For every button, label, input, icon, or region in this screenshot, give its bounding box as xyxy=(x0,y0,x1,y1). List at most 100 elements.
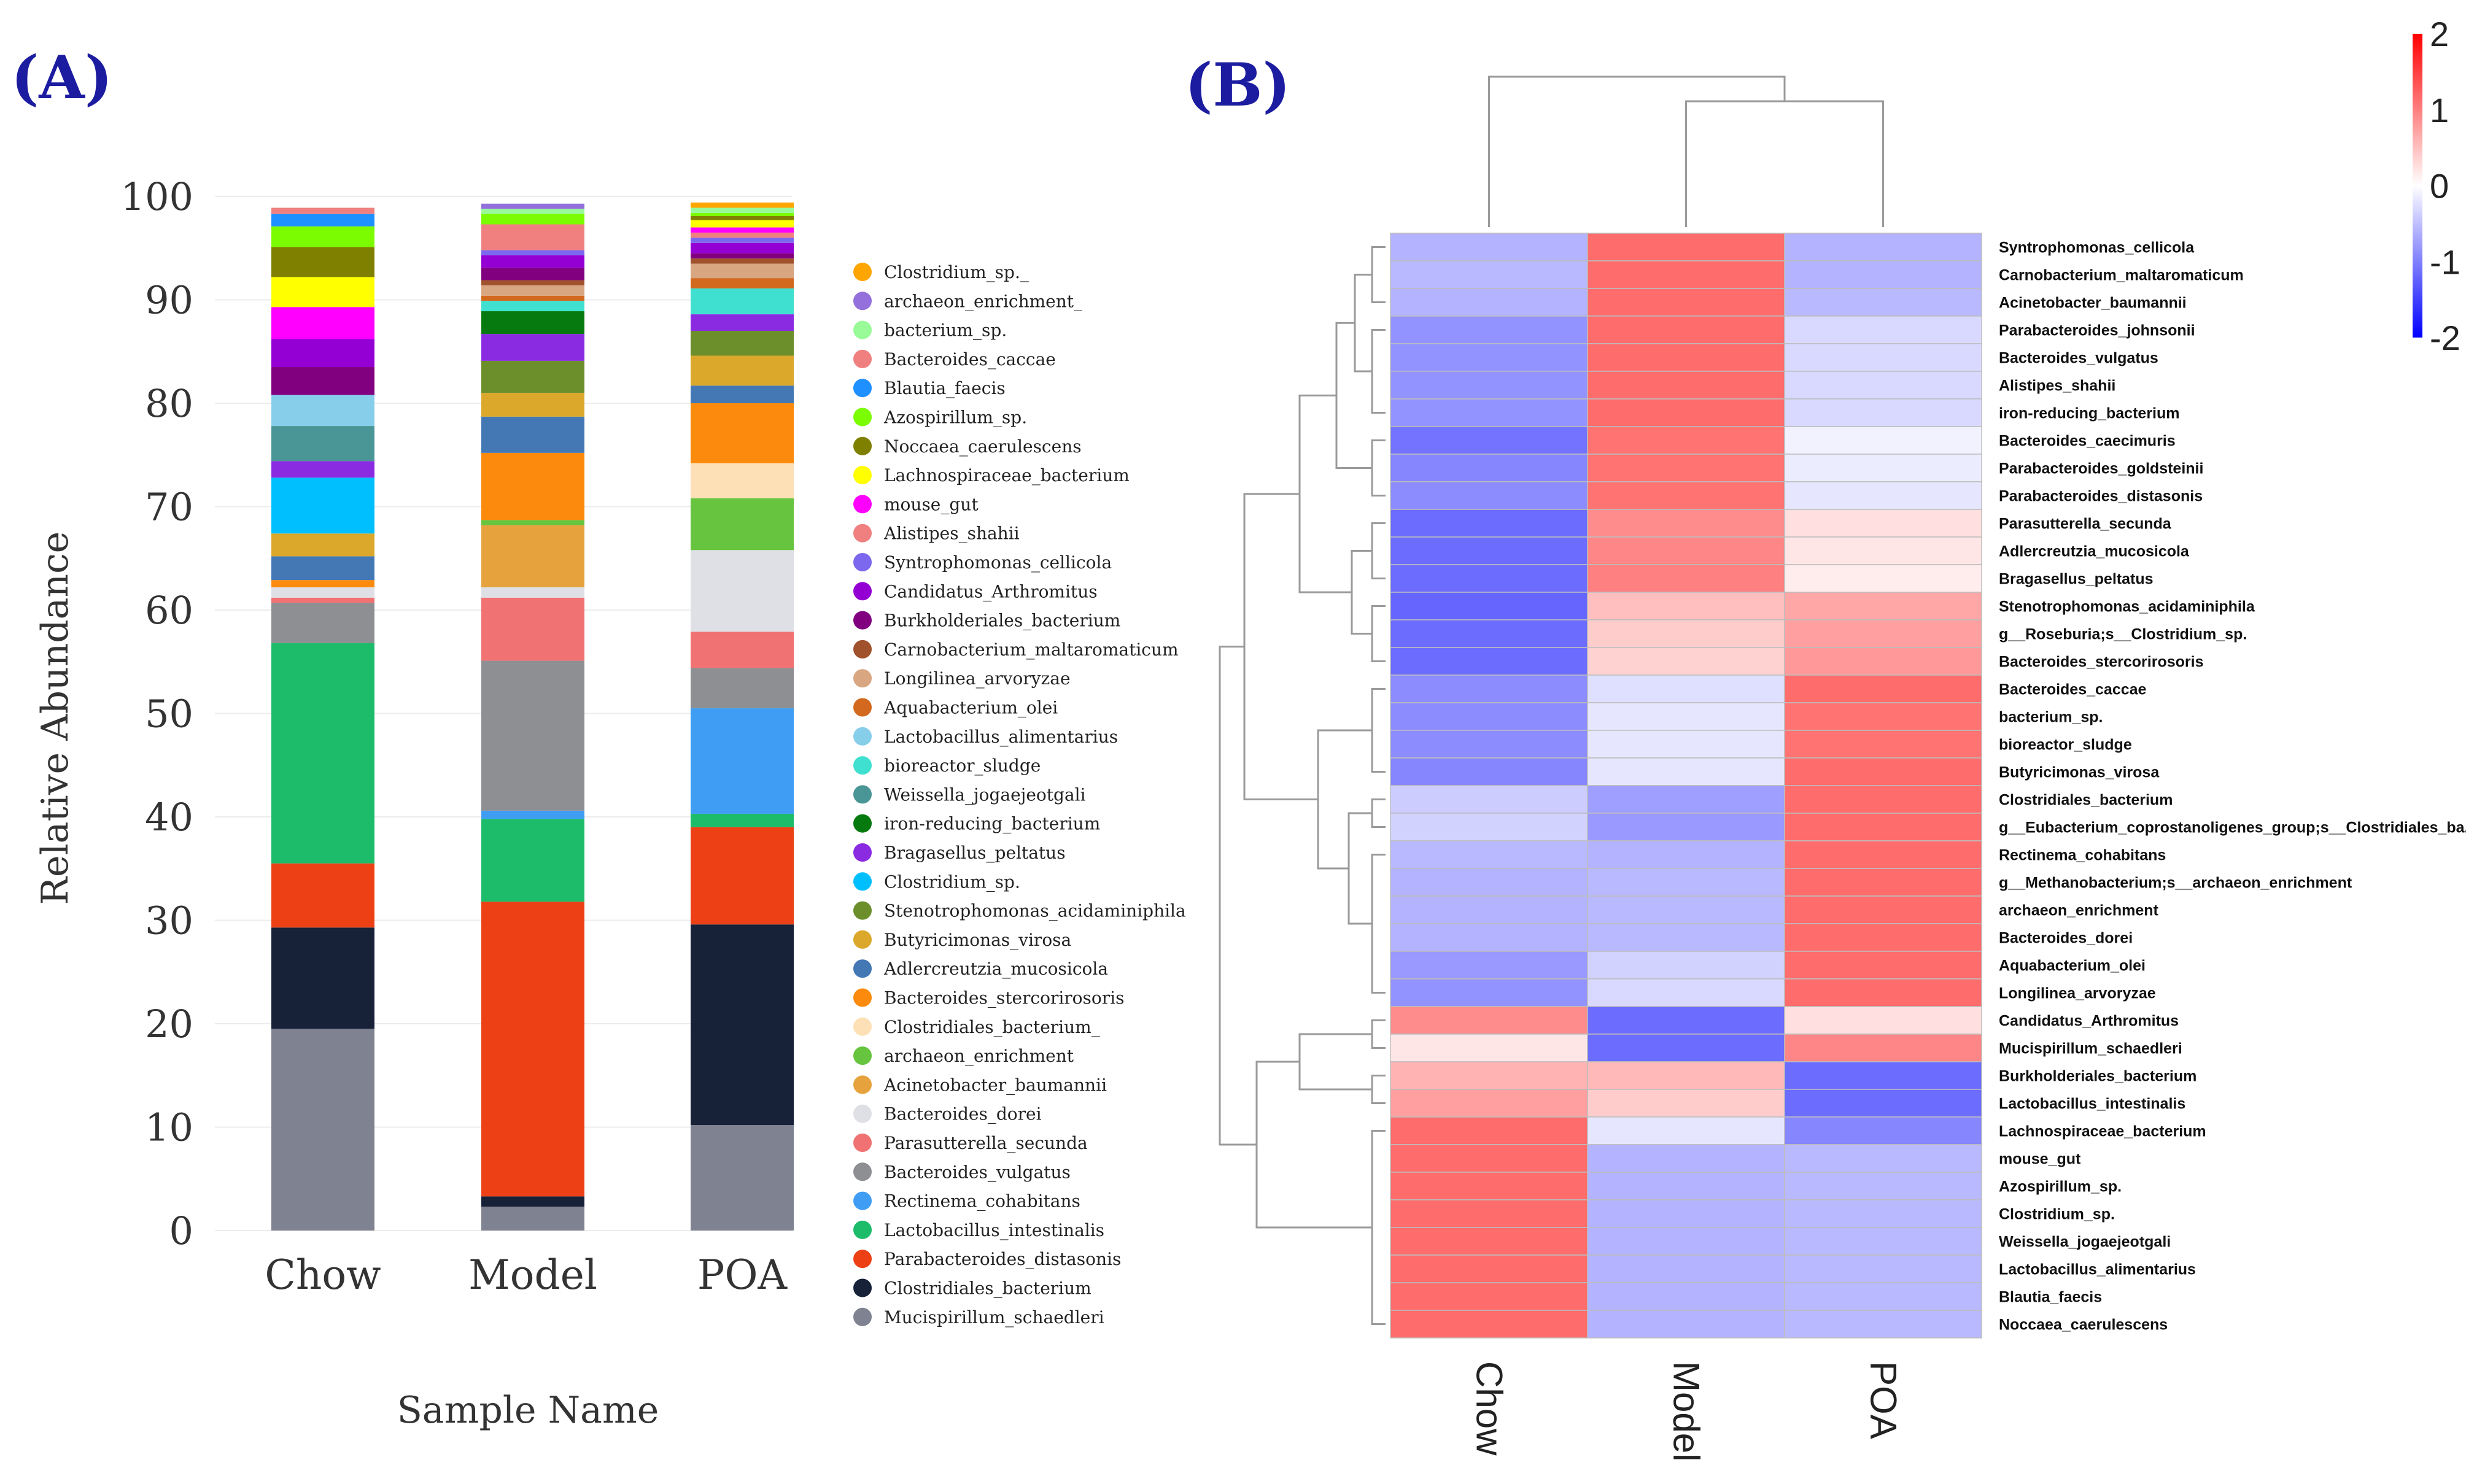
y-tick-label: 10 xyxy=(145,1105,193,1150)
heatmap-cell xyxy=(1784,1116,1982,1145)
legend-label: Bragasellus_peltatus xyxy=(884,843,1066,863)
heatmap-cell xyxy=(1784,564,1982,593)
heatmap-cell xyxy=(1587,1034,1785,1062)
bar-segment xyxy=(691,258,794,264)
bar-segment xyxy=(691,403,794,463)
row-label: Azospirillum_sp. xyxy=(1999,1178,2122,1196)
heatmap-cell xyxy=(1784,1227,1982,1256)
bar-segment xyxy=(691,314,794,331)
legend-label: Carnobacterium_maltaromaticum xyxy=(884,640,1179,660)
legend-label: Acinetobacter_baumannii xyxy=(883,1075,1107,1095)
legend-swatch xyxy=(853,843,872,862)
dendrogram-branch xyxy=(1371,522,1386,579)
legend-label: Adlercreutzia_mucosicola xyxy=(883,959,1108,979)
bar-segment xyxy=(271,214,374,226)
heatmap-cell xyxy=(1587,757,1785,786)
bar-segment xyxy=(481,311,584,334)
color-scale-tick: -2 xyxy=(2430,319,2460,357)
bar-segment xyxy=(691,668,794,709)
bar-segment xyxy=(481,452,584,520)
row-label: Weissella_jogaejeotgali xyxy=(1999,1234,2171,1251)
legend-swatch xyxy=(853,1191,872,1210)
legend-label: Lactobacillus_alimentarius xyxy=(884,727,1118,747)
heatmap-cell xyxy=(1390,757,1588,786)
heatmap-cell xyxy=(1390,1172,1588,1200)
legend-swatch xyxy=(853,640,872,659)
heatmap-cell xyxy=(1784,923,1982,952)
bar-segment xyxy=(481,250,584,256)
heatmap-cell xyxy=(1784,619,1982,648)
heatmap-cell xyxy=(1587,1144,1785,1173)
legend-label: Lachnospiraceae_bacterium xyxy=(884,465,1130,485)
bar-segment xyxy=(481,902,584,1197)
dendrogram-branch xyxy=(1255,1061,1372,1229)
heatmap-cell xyxy=(1390,1199,1588,1228)
heatmap-cell xyxy=(1390,674,1588,703)
bar-segment xyxy=(481,525,584,587)
bar-segment xyxy=(691,212,794,217)
heatmap-cell xyxy=(1390,1034,1588,1062)
bar-segment xyxy=(481,280,584,285)
heatmap-cell xyxy=(1784,315,1982,344)
row-label: iron-reducing_bacterium xyxy=(1999,405,2180,422)
heatmap-cell xyxy=(1587,619,1785,648)
column-label: POA xyxy=(1863,1361,1904,1439)
bar-segment xyxy=(481,819,584,902)
bar-segment xyxy=(691,288,794,315)
bar-segment xyxy=(691,278,794,288)
dendrogram-branch xyxy=(1488,75,1786,227)
bar-segment xyxy=(481,295,584,301)
legend-label: Clostridium_sp._ xyxy=(884,262,1029,282)
heatmap-cell xyxy=(1587,536,1785,565)
heatmap-cell xyxy=(1390,481,1588,510)
row-label: Bacteroides_caccae xyxy=(1999,681,2147,698)
row-label: Mucispirillum_schaedleri xyxy=(1999,1040,2182,1057)
row-label: Clostridium_sp. xyxy=(1999,1206,2115,1223)
legend: Clostridium_sp._ archaeon_enrichment_bact… xyxy=(853,262,1186,1327)
legend-label: archaeon_enrichment xyxy=(884,1046,1074,1066)
bar-segment xyxy=(271,587,374,598)
heatmap-cell xyxy=(1587,1116,1785,1145)
heatmap-cell xyxy=(1390,619,1588,648)
bar-segment xyxy=(271,426,374,462)
row-label: Bacteroides_caecimuris xyxy=(1999,433,2176,450)
y-tick-label: 20 xyxy=(145,1002,193,1046)
heatmap-cell xyxy=(1784,1006,1982,1035)
dendrogram-branch xyxy=(1298,1033,1372,1091)
legend-swatch xyxy=(853,1134,872,1152)
bar-segment xyxy=(271,556,374,581)
heatmap-cell xyxy=(1587,371,1785,400)
heatmap-cell xyxy=(1390,592,1588,620)
legend-label: Bacteroides_stercorirosoris xyxy=(884,988,1124,1008)
heatmap-cell xyxy=(1390,233,1588,261)
row-label: Noccaea_caerulescens xyxy=(1999,1316,2168,1334)
bar-segment xyxy=(481,597,584,661)
bar-segment xyxy=(271,226,374,247)
color-scale-tick: 2 xyxy=(2430,15,2449,53)
legend-label: Burkholderiales_bacterium xyxy=(884,611,1120,631)
heatmap-cell xyxy=(1390,1061,1588,1090)
dendrogram-branch xyxy=(1219,646,1257,1146)
bar-stack-poa xyxy=(691,203,794,1231)
bar-segment xyxy=(481,209,584,214)
bar-segment xyxy=(271,1029,374,1231)
legend-swatch xyxy=(853,553,872,571)
y-tick-labels: 0 10 20 30 40 50 60 70 80 90 100 xyxy=(121,174,193,1253)
legend-swatch xyxy=(853,408,872,427)
legend-label: Stenotrophomonas_acidaminiphila xyxy=(884,901,1186,921)
row-label: Adlercreutzia_mucosicola xyxy=(1999,543,2190,560)
bar-segment xyxy=(691,220,794,228)
x-tick-label: Model xyxy=(468,1251,597,1299)
heatmap-cell xyxy=(1587,592,1785,620)
bar-segment xyxy=(691,550,794,632)
heatmap-cell xyxy=(1587,978,1785,1007)
legend-swatch xyxy=(853,582,872,601)
row-label: Aquabacterium_olei xyxy=(1999,957,2146,975)
bar-segment xyxy=(481,520,584,525)
heatmap-cell xyxy=(1390,951,1588,980)
legend-swatch xyxy=(853,988,872,1007)
heatmap-cell xyxy=(1587,564,1785,593)
row-label: Blautia_faecis xyxy=(1999,1289,2102,1306)
legend-label: Blautia_faecis xyxy=(884,378,1006,398)
